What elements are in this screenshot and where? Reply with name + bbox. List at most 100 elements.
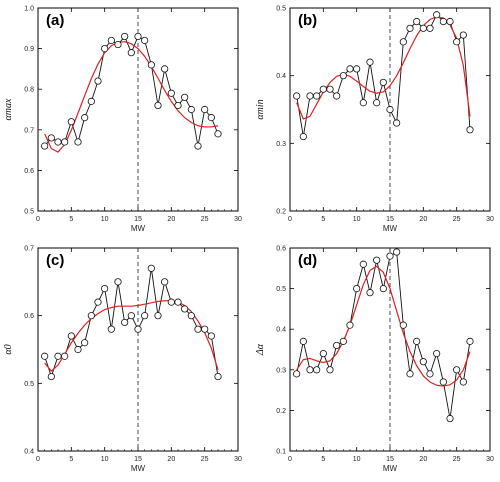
data-point (74, 345, 82, 354)
data-point (187, 312, 195, 320)
y-tick-label: 0.8 (24, 87, 34, 94)
x-tick-label: 15 (386, 456, 394, 463)
data-point (121, 318, 129, 327)
data-point (107, 325, 115, 333)
data-point (333, 92, 341, 100)
data-point (406, 370, 414, 378)
x-tick-label: 25 (201, 216, 209, 223)
x-tick-label: 30 (234, 216, 242, 223)
y-tick-label: 0.1 (276, 449, 286, 456)
x-tick-label: 5 (69, 456, 73, 463)
x-tick-label: 5 (321, 216, 325, 223)
data-point (161, 278, 169, 286)
data-point (393, 119, 401, 127)
x-axis-label: MW (131, 224, 146, 233)
data-point (47, 372, 55, 381)
data-point (134, 325, 142, 333)
data-point (174, 298, 182, 306)
x-tick-label: 15 (134, 456, 142, 463)
data-point (114, 40, 122, 49)
x-tick-label: 20 (167, 216, 175, 223)
data-point (101, 44, 109, 53)
data-point (147, 264, 155, 272)
data-point (214, 130, 222, 138)
x-tick-label: 0 (36, 456, 40, 463)
x-tick-label: 30 (486, 456, 494, 463)
data-point (346, 321, 354, 329)
panel-a: 0 5 10 15 20 25 30 0.5 0.6 0.7 0.8 0.9 1.0 MW αmax (a) (3, 6, 242, 234)
y-tick-label: 0.2 (276, 209, 286, 216)
y-tick-label: 0.2 (276, 408, 286, 415)
y-tick-label: 0.5 (276, 6, 286, 13)
x-tick-label: 20 (167, 456, 175, 463)
y-tick-label: 0.4 (276, 327, 286, 334)
x-tick-label: 10 (353, 456, 361, 463)
x-tick-label: 30 (486, 216, 494, 223)
x-tick-label: 5 (321, 456, 325, 463)
data-point (446, 414, 454, 423)
x-tick-label: 20 (419, 216, 427, 223)
data-point (359, 99, 367, 107)
data-point (194, 325, 202, 333)
panel-d: 0 5 10 15 20 25 30 0.1 0.2 0.3 0.4 0.5 0.6 MW Δα (d) (255, 246, 494, 474)
fit-curve (44, 300, 219, 372)
y-tick-label: 1.0 (24, 6, 34, 13)
data-point (393, 248, 401, 256)
x-tick-label: 10 (353, 216, 361, 223)
data-point (439, 17, 447, 26)
fit-curve (44, 41, 219, 153)
data-point (107, 36, 115, 45)
x-tick-label: 0 (288, 456, 292, 463)
x-tick-label: 0 (288, 216, 292, 223)
data-point (319, 85, 327, 93)
data-point (339, 337, 347, 345)
data-point (426, 370, 434, 378)
data-point (466, 126, 474, 134)
data-point (181, 305, 189, 313)
data-point (81, 339, 89, 347)
y-tick-label: 0.4 (24, 449, 34, 456)
data-point (333, 341, 341, 350)
data-point (299, 132, 307, 141)
data-point (74, 138, 82, 146)
x-tick-label: 25 (453, 456, 461, 463)
data-point (299, 337, 307, 345)
data-point (313, 92, 321, 100)
data-point (67, 118, 75, 126)
data-point (61, 352, 69, 360)
data-point (339, 72, 347, 80)
data-point (459, 378, 467, 386)
fit-curve (296, 265, 471, 387)
data-point (81, 114, 89, 122)
y-tick-label: 0.6 (276, 246, 286, 253)
x-axis-label: MW (383, 464, 398, 473)
data-point (201, 325, 209, 333)
data-point (366, 289, 374, 297)
data-point (346, 65, 354, 73)
data-point (306, 366, 314, 374)
y-tick-label: 0.4 (276, 73, 286, 80)
x-tick-label: 25 (453, 216, 461, 223)
data-point (87, 97, 95, 105)
panel-b: 0 5 10 15 20 25 30 0.2 0.3 0.4 0.5 MW αmin (b) (255, 6, 494, 234)
data-point (141, 312, 149, 320)
data-point (167, 89, 175, 97)
data-point (154, 101, 162, 110)
data-point (54, 138, 62, 146)
y-tick-label: 0.5 (24, 209, 34, 216)
data-point (399, 321, 407, 329)
data-point (379, 78, 387, 87)
x-tick-label: 15 (386, 216, 394, 223)
data-point (433, 349, 441, 358)
data-point (326, 366, 334, 374)
data-point (419, 358, 427, 366)
data-point (154, 312, 162, 320)
y-tick-label: 0.5 (24, 381, 34, 388)
y-tick-label: 0.7 (24, 246, 34, 253)
data-point (187, 105, 195, 114)
data-point (386, 252, 394, 260)
data-point (181, 93, 189, 101)
data-point (373, 99, 381, 107)
data-point (114, 278, 122, 286)
